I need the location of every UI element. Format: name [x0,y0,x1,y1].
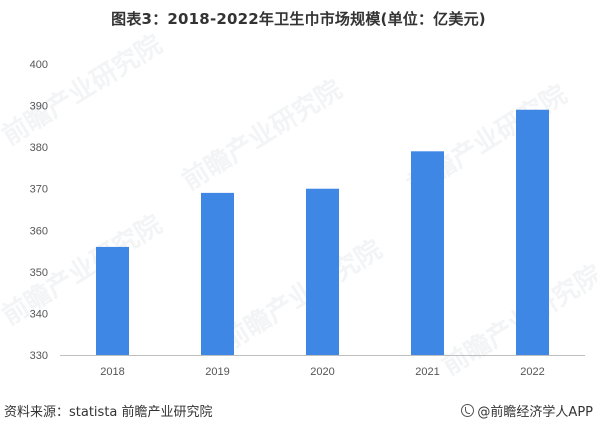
y-axis: 330 340 350 360 370 380 390 400 [30,59,48,362]
y-tick-label: 400 [30,59,48,71]
x-tick-label: 2022 [520,366,544,378]
bar-2022 [516,109,549,355]
y-tick-label: 380 [30,142,48,154]
bar-2020 [306,188,339,355]
y-tick-label: 370 [30,184,48,196]
x-axis: 2018 2019 2020 2021 2022 [60,355,585,378]
brand-credit: @前瞻经济学人APP [461,401,593,420]
y-tick-label: 360 [30,225,48,237]
chart-title: 图表3：2018-2022年卫生巾市场规模(单位：亿美元) [111,10,486,28]
y-tick-label: 350 [30,267,48,279]
bars [96,109,549,355]
source-note: 资料来源：statista 前瞻产业研究院 [4,405,213,420]
bar-2021 [411,151,444,355]
x-tick-label: 2019 [205,366,229,378]
y-tick-label: 340 [30,308,48,320]
x-tick-label: 2020 [310,366,334,378]
y-tick-label: 330 [30,350,48,362]
x-tick-label: 2018 [100,366,124,378]
brand-label: @前瞻经济学人APP [477,405,593,420]
bar-2019 [201,192,234,355]
x-tick-label: 2021 [415,366,439,378]
y-tick-label: 390 [30,101,48,113]
bar-2018 [96,246,129,355]
brand-logo-icon [461,404,475,417]
